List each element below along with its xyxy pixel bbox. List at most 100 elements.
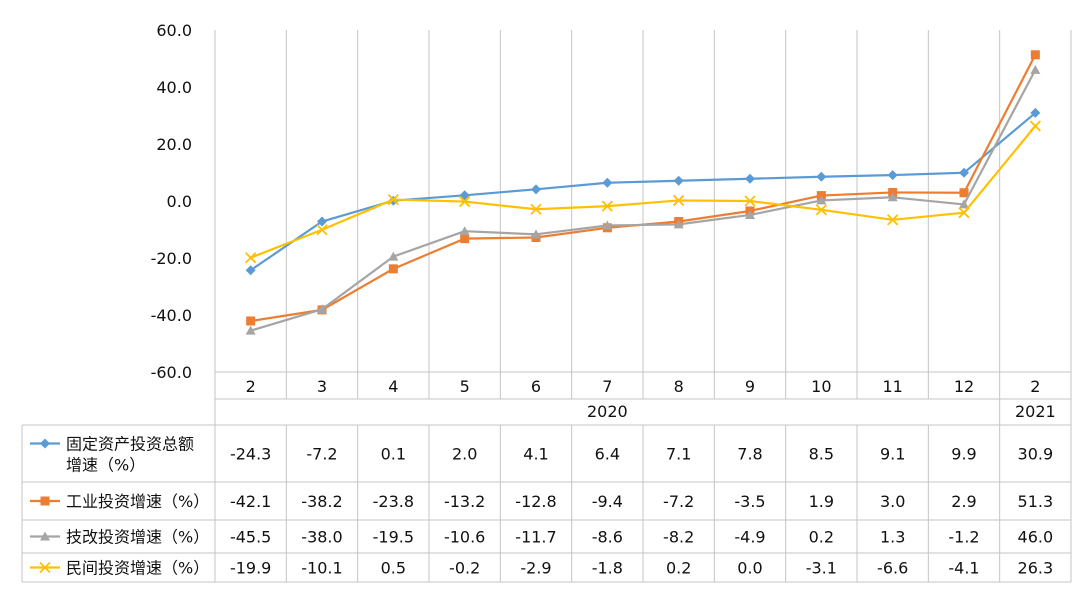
- data-point: [1030, 64, 1041, 74]
- y-axis: 60.0 40.0 20.0 0.0 -20.0 -40.0 -60.0: [151, 21, 192, 382]
- data-point: [245, 265, 256, 276]
- legend-label: 技改投资增速（%）: [66, 528, 209, 547]
- data-point-stroke: [459, 195, 471, 208]
- table-cell-value: 1.9: [809, 492, 834, 511]
- data-point: [245, 325, 256, 335]
- table-cell-value: -10.1: [301, 559, 342, 578]
- table-cell-value: 9.1: [880, 445, 905, 464]
- data-point: [531, 184, 541, 195]
- data-point: [673, 175, 684, 186]
- table-cell-value: 51.3: [1018, 492, 1054, 511]
- data-point: [602, 220, 613, 230]
- data-point: [316, 224, 328, 236]
- table-cell-value: 9.9: [951, 445, 976, 464]
- table-cell-value: 1.3: [880, 528, 905, 547]
- x-tick-label: 3: [317, 377, 327, 396]
- data-point: [959, 188, 969, 198]
- table-row: 民间投资增速（%） -19.9 -10.1 0.5 -0.2 -2.9 -1.8 0.2 0.0…: [30, 559, 1053, 578]
- y-tick-label: 0.0: [167, 192, 192, 211]
- legend-label: 固定资产投资总额: [66, 435, 194, 454]
- y-tick-label: -20.0: [151, 249, 192, 268]
- table-cell-value: -38.0: [301, 528, 342, 547]
- series-line: [250, 125, 1037, 259]
- data-point: [673, 194, 685, 207]
- series-3: [245, 64, 1041, 335]
- data-point: [387, 193, 399, 206]
- table-cell-value: 46.0: [1018, 528, 1054, 547]
- table-cell-value: 8.5: [809, 445, 834, 464]
- table-cell-value: 0.2: [666, 559, 691, 578]
- data-point: [1030, 107, 1041, 118]
- data-point: [317, 304, 327, 314]
- table-cell-value: -9.4: [592, 492, 623, 511]
- data-point: [815, 204, 827, 216]
- table-cell-value: -6.6: [877, 559, 908, 578]
- x-tick-label: 4: [388, 377, 398, 396]
- y-tick-label: 20.0: [156, 135, 192, 154]
- legend-label: 工业投资增速（%）: [66, 492, 209, 511]
- table-cell-value: 0.1: [381, 445, 406, 464]
- data-point-stroke: [39, 561, 51, 574]
- table-cell-value: 2.0: [452, 445, 477, 464]
- data-point-stroke: [245, 252, 257, 264]
- table-cell-value: 2.9: [951, 492, 976, 511]
- data-point: [39, 561, 51, 574]
- table-cell-value: 0.2: [809, 528, 834, 547]
- data-point-stroke: [744, 195, 756, 207]
- y-tick-label: -40.0: [151, 306, 192, 325]
- table-cell-value: -8.2: [663, 528, 694, 547]
- y-tick-label: 60.0: [156, 21, 192, 40]
- series-4: [245, 120, 1041, 264]
- data-point: [887, 192, 898, 202]
- x-tick-label: 2: [246, 377, 256, 396]
- chart-series: [245, 50, 1041, 335]
- data-point-stroke: [530, 203, 542, 215]
- table-cell-value: -2.9: [520, 559, 551, 578]
- table-cell-value: -4.1: [948, 559, 979, 578]
- data-point: [959, 167, 969, 178]
- table-cell-value: 4.1: [523, 445, 548, 464]
- table-cell-value: 0.0: [737, 559, 762, 578]
- data-point-stroke: [316, 224, 328, 236]
- table-cell-value: -42.1: [230, 492, 271, 511]
- table-cell-value: -10.6: [444, 528, 485, 547]
- data-point: [958, 207, 970, 219]
- table-cell-value: -3.5: [734, 492, 765, 511]
- table-cell-value: -8.6: [592, 528, 623, 547]
- data-point: [887, 214, 899, 226]
- table-cell-value: -1.2: [948, 528, 979, 547]
- table-cell-value: -3.1: [806, 559, 837, 578]
- legend-label: 民间投资增速（%）: [66, 559, 209, 578]
- x-tick-label: 5: [460, 377, 470, 396]
- data-point-stroke: [673, 194, 685, 207]
- data-point-stroke: [1029, 120, 1041, 132]
- data-point: [388, 264, 398, 274]
- table-cell-value: -45.5: [230, 528, 271, 547]
- data-point: [816, 171, 827, 182]
- data-point: [745, 209, 755, 219]
- table-cell-value: 7.1: [666, 445, 691, 464]
- table-cell-value: -4.9: [734, 528, 765, 547]
- data-point: [459, 195, 471, 208]
- table-cell-value: -13.2: [444, 492, 485, 511]
- table-cell-value: -12.8: [515, 492, 556, 511]
- table-cell-value: -19.5: [373, 528, 414, 547]
- table-row: 工业投资增速（%） -42.1 -38.2 -23.8 -13.2 -12.8 -9.4 -7…: [30, 492, 1053, 511]
- data-point-stroke: [815, 204, 827, 216]
- x-tick-label: 8: [674, 377, 684, 396]
- table-cell-value: 0.5: [381, 559, 406, 578]
- table-cell-value: 6.4: [595, 445, 620, 464]
- year-group-label: 2020: [587, 402, 628, 421]
- data-point: [40, 438, 50, 449]
- data-point: [40, 496, 50, 506]
- year-group-label: 2021: [1015, 402, 1056, 421]
- table-cell-value: 30.9: [1018, 445, 1054, 464]
- x-tick-label: 2: [1030, 377, 1040, 396]
- data-point: [745, 173, 755, 184]
- table-cell-value: -23.8: [373, 492, 414, 511]
- data-point: [602, 177, 613, 188]
- table-cell-value: -0.2: [449, 559, 480, 578]
